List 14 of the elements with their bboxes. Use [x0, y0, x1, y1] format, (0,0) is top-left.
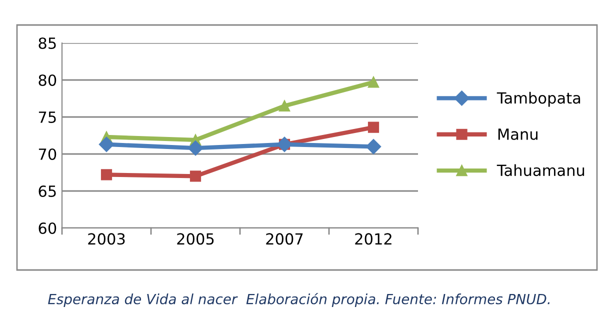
- x-tick-label: 2007: [266, 233, 303, 245]
- y-tick-label: 70: [38, 148, 56, 160]
- legend-label: Tahuamanu: [496, 164, 584, 176]
- y-tick-label: 60: [38, 222, 56, 234]
- text: Esperanza de Vida al nacer Elaboración propia. Fuente: Informes PNUD.: [48, 293, 550, 307]
- x-tick-label: 2012: [355, 233, 392, 245]
- legend-label: Tambopata: [496, 92, 580, 107]
- x-tick-label: 2005: [177, 233, 214, 245]
- x-tick-label: 2003: [88, 233, 125, 245]
- legend-label: Manu: [498, 128, 538, 140]
- y-tick-label: 85: [38, 37, 56, 50]
- y-tick-label: 75: [38, 112, 56, 124]
- y-tick-label: 65: [38, 185, 56, 198]
- y-tick-label: 80: [38, 74, 56, 86]
